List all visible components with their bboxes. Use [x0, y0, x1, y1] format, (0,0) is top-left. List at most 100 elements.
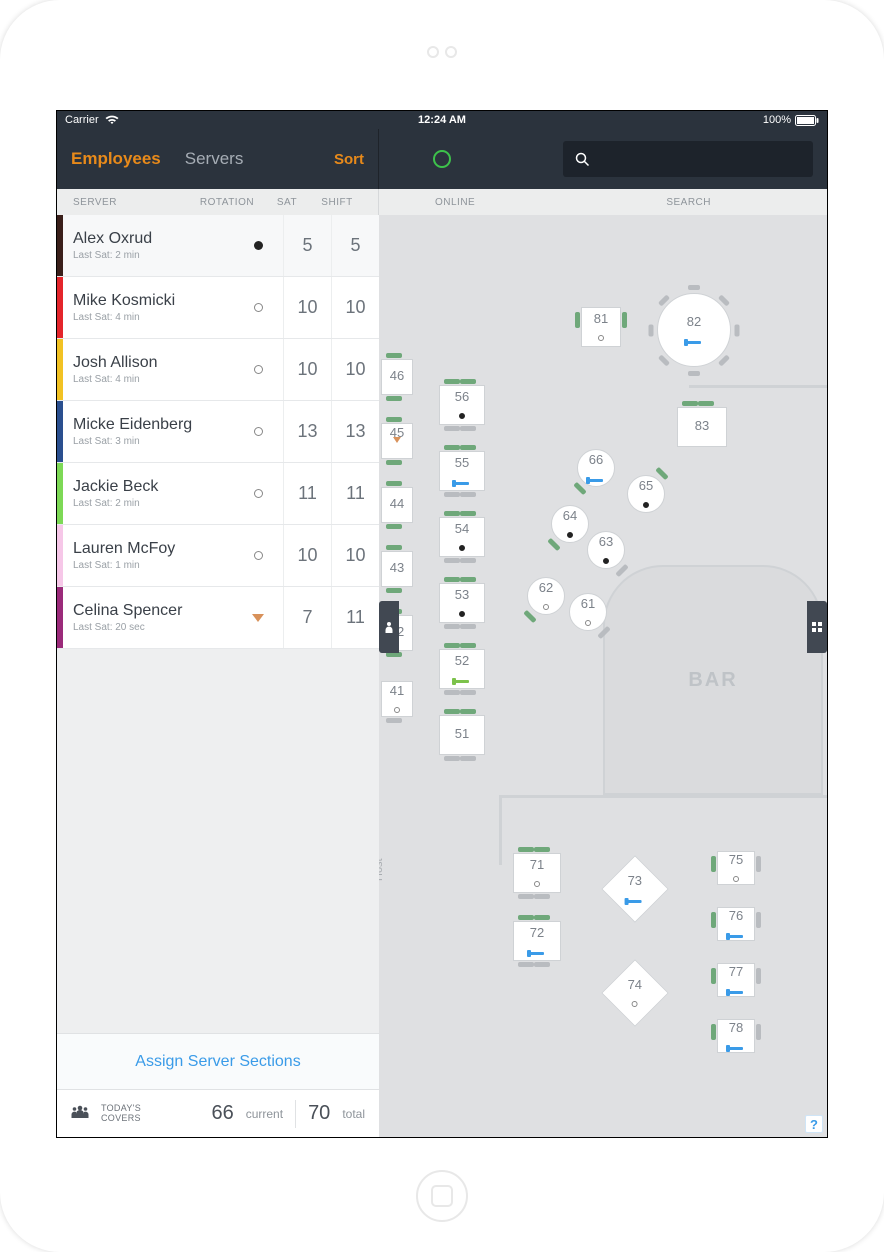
table-number: 76 — [729, 908, 743, 923]
table[interactable]: 76 — [717, 907, 755, 941]
server-row[interactable]: Celina SpencerLast Sat: 20 sec711 — [57, 587, 379, 649]
table[interactable]: 52 — [439, 649, 485, 689]
seat — [460, 709, 476, 714]
table[interactable]: 82 — [657, 293, 731, 367]
seat — [460, 445, 476, 450]
right-tab-handle[interactable] — [807, 601, 827, 653]
seat — [386, 718, 402, 723]
server-row[interactable]: Jackie BeckLast Sat: 2 min1111 — [57, 463, 379, 525]
help-button[interactable]: ? — [805, 1115, 823, 1133]
table[interactable]: 73 — [601, 855, 669, 923]
seat — [735, 325, 740, 337]
covers-total-num: 70 — [308, 1102, 330, 1125]
table[interactable]: 81 — [581, 307, 621, 347]
table[interactable]: 78 — [717, 1019, 755, 1053]
server-row[interactable]: Mike KosmickiLast Sat: 4 min1010 — [57, 277, 379, 339]
seat — [756, 1024, 761, 1040]
table[interactable]: 74 — [601, 959, 669, 1027]
table[interactable]: 56 — [439, 385, 485, 425]
table-status-icon — [729, 926, 743, 941]
rotation-dot-icon — [254, 365, 263, 374]
table[interactable]: 44 — [381, 487, 413, 523]
seat — [547, 538, 560, 551]
table-status-icon — [455, 407, 469, 422]
seat — [688, 371, 700, 376]
server-last-sat: Last Sat: 4 min — [73, 374, 233, 385]
table-status-icon — [530, 875, 544, 890]
server-row[interactable]: Lauren McFoyLast Sat: 1 min1010 — [57, 525, 379, 587]
server-last-sat: Last Sat: 4 min — [73, 312, 233, 323]
seat — [444, 511, 460, 516]
table[interactable]: 72 — [513, 921, 561, 961]
col-sat: SAT — [262, 197, 312, 208]
seat — [649, 325, 654, 337]
table-number: 63 — [599, 534, 613, 549]
table[interactable]: 54 — [439, 517, 485, 557]
seat — [460, 426, 476, 431]
table[interactable]: 62 — [527, 577, 565, 615]
tab-employees[interactable]: Employees — [71, 149, 161, 169]
table[interactable]: 64 — [551, 505, 589, 543]
table[interactable]: 66 — [577, 449, 615, 487]
floorplan[interactable]: BAR ? Host 81828346454443424156555453525… — [379, 215, 827, 1137]
table-number: 71 — [530, 857, 544, 872]
server-name: Mike Kosmicki — [73, 292, 233, 310]
seat — [444, 709, 460, 714]
table-number: 41 — [390, 683, 404, 698]
sat-count: 10 — [283, 277, 331, 338]
search-input[interactable] — [563, 141, 813, 177]
seat — [688, 285, 700, 290]
table[interactable]: 53 — [439, 583, 485, 623]
assign-sections-button[interactable]: Assign Server Sections — [57, 1033, 379, 1089]
server-row[interactable]: Micke EidenbergLast Sat: 3 min1313 — [57, 401, 379, 463]
table-status-icon — [628, 995, 642, 1010]
table[interactable]: 51 — [439, 715, 485, 755]
server-name: Alex Oxrud — [73, 230, 233, 248]
table-number: 83 — [695, 418, 709, 433]
table[interactable]: 63 — [587, 531, 625, 569]
table-status-icon — [729, 1038, 743, 1053]
table-status-icon — [594, 329, 608, 344]
rotation-cell — [233, 365, 283, 374]
table[interactable]: 61 — [569, 593, 607, 631]
table[interactable]: 46 — [381, 359, 413, 395]
seat — [444, 426, 460, 431]
table[interactable]: 71 — [513, 853, 561, 893]
seat — [756, 856, 761, 872]
table[interactable]: 41 — [381, 681, 413, 717]
table[interactable]: 45 — [381, 423, 413, 459]
shift-count: 13 — [331, 401, 379, 462]
table-number: 65 — [639, 478, 653, 493]
rotation-dot-icon — [254, 427, 263, 436]
wall — [689, 385, 827, 388]
table[interactable]: 43 — [381, 551, 413, 587]
home-button[interactable] — [416, 1170, 468, 1222]
seat — [386, 417, 402, 422]
table-number: 44 — [390, 496, 404, 511]
sort-button[interactable]: Sort — [334, 151, 364, 168]
server-row[interactable]: Josh AllisonLast Sat: 4 min1010 — [57, 339, 379, 401]
battery-icon — [795, 115, 819, 126]
seat — [534, 962, 550, 967]
table[interactable]: 83 — [677, 407, 727, 447]
left-tab-handle[interactable] — [379, 601, 399, 653]
screen: Carrier 12:24 AM 100% Employees Servers … — [56, 110, 828, 1138]
table-number: 78 — [729, 1020, 743, 1035]
table[interactable]: 65 — [627, 475, 665, 513]
covers-current-num: 66 — [211, 1102, 233, 1125]
clock-label: 12:24 AM — [418, 114, 466, 126]
tab-servers[interactable]: Servers — [185, 149, 244, 169]
table-status-icon — [455, 539, 469, 554]
seat — [518, 894, 534, 899]
table[interactable]: 75 — [717, 851, 755, 885]
seat — [444, 577, 460, 582]
table[interactable]: 77 — [717, 963, 755, 997]
server-last-sat: Last Sat: 2 min — [73, 250, 233, 261]
seat — [386, 460, 402, 465]
table[interactable]: 55 — [439, 451, 485, 491]
table-status-icon — [455, 671, 469, 686]
sat-count: 10 — [283, 339, 331, 400]
table-number: 61 — [581, 596, 595, 611]
wall — [499, 795, 502, 865]
server-row[interactable]: Alex OxrudLast Sat: 2 min55 — [57, 215, 379, 277]
